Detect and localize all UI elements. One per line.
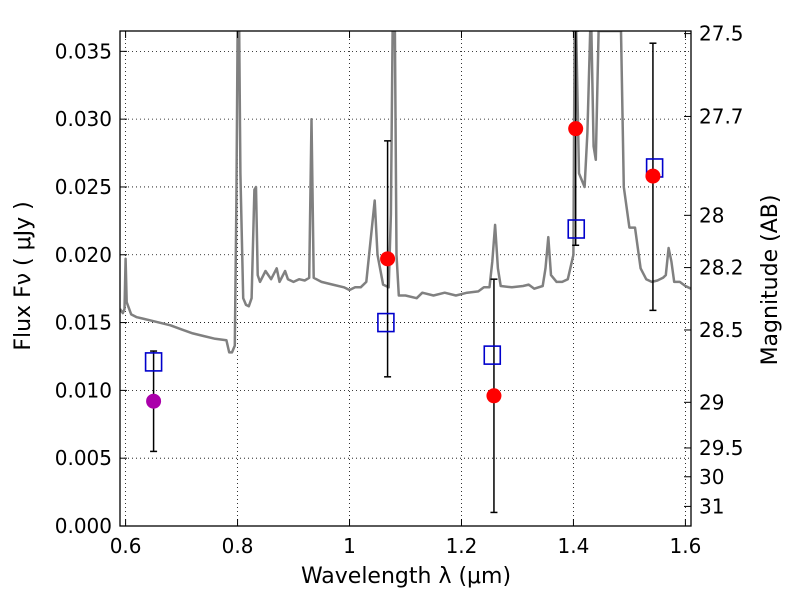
x-tick-label: 1.4 [558,534,590,558]
y2-tick-label: 29.5 [699,436,744,460]
model-point [483,345,502,365]
y-tick-label: 0.010 [55,378,112,402]
x-tick-label: 0.6 [110,534,142,558]
y2-axis-ticks: 27.5 27.7 28 28.2 28.5 29 29.5 30 31 [684,22,744,518]
observed-point [645,168,661,184]
y-tick-label: 0.015 [55,311,112,335]
y-tick-label: 0.005 [55,446,112,470]
y-tick-label: 0.030 [55,107,112,131]
observed-point [380,251,396,267]
x-tick-label: 1.2 [446,534,478,558]
spectrum-line [120,31,691,354]
x-axis-ticks: 0.6 0.8 1 1.2 1.4 1.6 [110,31,701,558]
model-photometry-markers [144,158,664,372]
observed-photometry-markers [146,121,661,409]
y-tick-label: 0.035 [55,39,112,63]
observed-point [146,393,162,409]
y2-tick-label: 31 [699,494,724,518]
y-axis-label: Flux Fν ( μJy ) [11,201,36,350]
y2-tick-label: 28.5 [699,318,744,342]
y2-tick-label: 30 [699,465,724,489]
plot-frame [119,30,692,527]
model-spectrum [120,31,691,354]
x-tick-label: 1.6 [669,534,701,558]
y2-tick-label: 28 [699,203,724,227]
y2-axis-label: Magnitude (AB) [758,195,783,366]
observed-point [486,388,502,404]
error-bars [150,31,657,514]
x-tick-label: 0.8 [222,534,254,558]
model-point [567,219,586,239]
model-point [144,352,163,372]
model-point [377,312,395,333]
y-tick-label: 0.020 [55,243,112,267]
observed-point [568,121,584,137]
grid [120,31,691,527]
y2-tick-label: 28.2 [699,256,744,280]
y-tick-label: 0.025 [55,175,112,199]
y-axis-ticks: 0.000 0.005 0.010 0.015 0.020 0.025 0.030 0.035 [55,39,127,538]
y2-tick-label: 27.7 [699,104,744,128]
y2-tick-label: 29 [699,390,724,414]
x-axis-label: Wavelength λ (μm) [301,564,511,589]
x-tick-label: 1 [343,534,356,558]
y-tick-label: 0.000 [55,514,112,538]
y2-tick-label: 27.5 [699,22,744,46]
